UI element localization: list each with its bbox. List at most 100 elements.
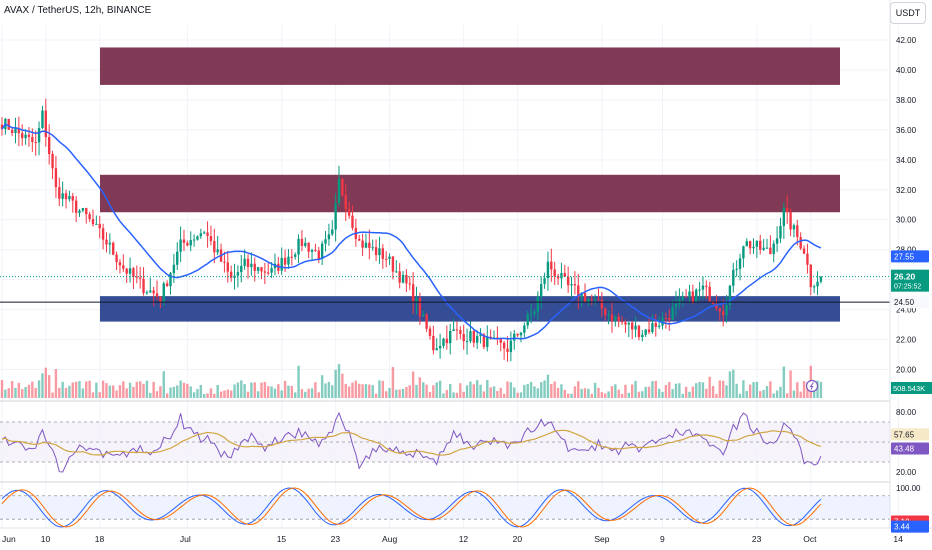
ma-value-label-bg [891,250,929,263]
volume-bar [135,381,138,398]
alert-icon[interactable] [805,379,819,393]
volume-value-label: 508.543K [891,382,932,394]
candle [769,247,772,255]
candle [806,253,809,265]
zone [100,47,840,85]
candle [297,238,300,255]
volume-bar [47,375,51,398]
candle [533,311,536,314]
volume-bar [543,380,546,398]
candle [506,348,509,352]
volume-bar [138,381,142,398]
volume-bar [179,380,182,398]
candle [691,291,695,302]
stoch-d-value-label-bg [891,520,929,533]
volume-bar [779,386,782,398]
volume-bar [287,385,290,398]
candle [772,243,775,255]
candle [701,285,705,290]
volume-bar [196,389,199,398]
candle [442,338,445,346]
candle [41,110,44,129]
volume-bar [58,387,61,398]
candle [10,129,14,134]
candle [654,323,657,327]
volume-bar [445,390,449,398]
candle [176,251,179,265]
volume-bar [213,393,216,398]
volume-bar [560,384,563,398]
candle [115,254,118,263]
volume-bar [455,392,459,398]
volume-bar [132,386,135,398]
price-tick-label: 42.00 [896,36,917,45]
candle [172,264,176,274]
last-price-label: 26.20 07:25:52 [891,269,929,292]
candle [27,134,31,137]
candle [381,248,385,259]
candle [101,228,105,240]
candle [361,240,364,248]
volume-bar [71,382,74,398]
volume-bar [4,389,7,398]
candle [422,314,425,317]
volume-bg [891,382,932,394]
candles[interactable] [0,98,823,362]
volume-bar [51,392,54,398]
candle [118,262,122,266]
price-tick-label: 36.00 [896,126,917,135]
volume-bar [78,381,81,398]
volume-bar [381,380,385,398]
stoch-d-value-label-text: 3.44 [894,523,910,532]
candle [415,297,418,302]
volume-bar [216,385,219,398]
volume-bar [506,381,509,398]
volume-bar [155,391,159,398]
volume-bar [775,390,779,398]
volume-bar [307,388,310,398]
volume-bar [695,383,698,398]
candle [267,272,270,274]
stoch-band [0,495,890,520]
volume-bar [364,384,368,398]
candle [105,239,108,245]
candle [240,265,243,273]
time-tick-label: 20 [513,534,523,544]
volume-bar [759,391,762,398]
volume-bar [691,386,695,398]
price-axis[interactable]: 20.0022.0024.0026.0028.0030.0032.0034.00… [896,36,921,493]
time-tick-label: 9 [660,534,665,544]
volume-bar [802,381,806,398]
candle [300,238,304,246]
candle [624,322,627,325]
candle [812,286,816,288]
candle [752,246,755,249]
candle [755,240,759,247]
candle [546,261,550,279]
time-tick-label: 23 [331,534,341,544]
volume-bar [641,391,644,398]
volume-bar [516,392,519,398]
volume-bar [14,387,17,398]
volume-bar [519,392,523,398]
time-axis[interactable]: Jun 10 18 Jul 15 23 Aug 12 20 Sep 9 23 Oct 14 [2,534,903,544]
volume-bar [17,382,21,398]
volume-bar [105,383,108,398]
volume-bar [580,388,583,398]
candle [364,242,368,248]
candle [809,264,812,288]
candle [553,269,556,277]
volume-bar [314,382,317,398]
volume-bar [698,381,701,398]
volume-bar [122,381,125,398]
candle [695,289,698,302]
candle [708,286,711,302]
candle [203,232,206,234]
candle [540,283,543,297]
candle [54,168,58,188]
volume-bar [351,382,354,398]
volume-bar [701,382,705,398]
candle [125,268,128,274]
candle [304,242,307,246]
